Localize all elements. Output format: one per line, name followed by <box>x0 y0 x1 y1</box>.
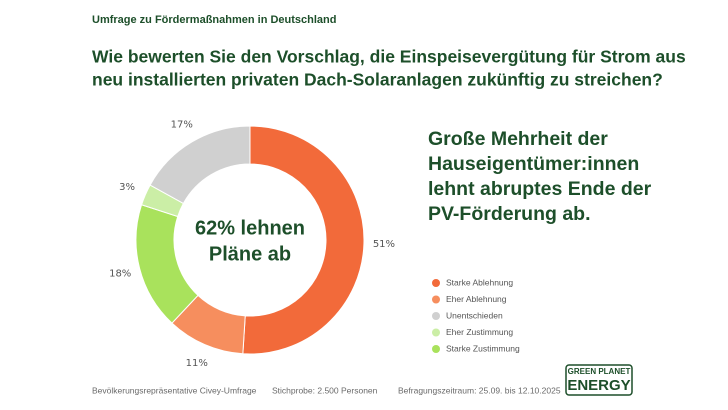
headline-line: PV-Förderung ab. <box>428 203 591 225</box>
value-label: 51% <box>373 239 395 250</box>
legend-swatch <box>432 328 440 337</box>
legend-label: Starke Ablehnung <box>446 277 513 287</box>
headline-line: Hauseigentümer:innen <box>428 153 639 175</box>
legend-swatch <box>432 279 440 287</box>
center-label: Pläne ab <box>209 243 291 265</box>
legend-label: Eher Zustimmung <box>446 327 513 337</box>
value-label: 18% <box>109 268 131 279</box>
legend-label: Eher Ablehnung <box>446 294 507 304</box>
donut-slice <box>149 125 251 205</box>
question-line: neu installierten privaten Dach-Solaranl… <box>92 70 663 90</box>
footer-text: Befragungszeitraum: 25.09. bis 12.10.202… <box>398 385 561 395</box>
logo-frame <box>565 364 633 396</box>
legend-swatch <box>432 345 440 353</box>
footer-text: Bevölkerungsrepräsentative Civey-Umfrage <box>92 385 257 395</box>
value-label: 17% <box>171 120 193 131</box>
headline-line: Große Mehrheit der <box>428 128 608 150</box>
question-line: Wie bewerten Sie den Vorschlag, die Eins… <box>92 47 686 67</box>
donut-slice <box>135 204 199 324</box>
legend-swatch <box>432 295 440 304</box>
legend-swatch <box>432 312 440 320</box>
logo-text: GREEN PLANET <box>568 367 631 376</box>
logo-text: ENERGY <box>567 377 630 394</box>
footer-text: Stichprobe: 2.500 Personen <box>272 385 378 395</box>
kicker: Umfrage zu Fördermaßnahmen in Deutschlan… <box>92 14 336 26</box>
value-label: 11% <box>186 358 208 369</box>
donut-slice <box>242 125 365 355</box>
legend-label: Unentschieden <box>446 310 503 320</box>
value-label: 3% <box>119 182 135 193</box>
legend-label: Starke Zustimmung <box>446 343 520 353</box>
headline-line: lehnt abruptes Ende der <box>428 178 652 200</box>
center-label: 62% lehnen <box>195 217 305 239</box>
